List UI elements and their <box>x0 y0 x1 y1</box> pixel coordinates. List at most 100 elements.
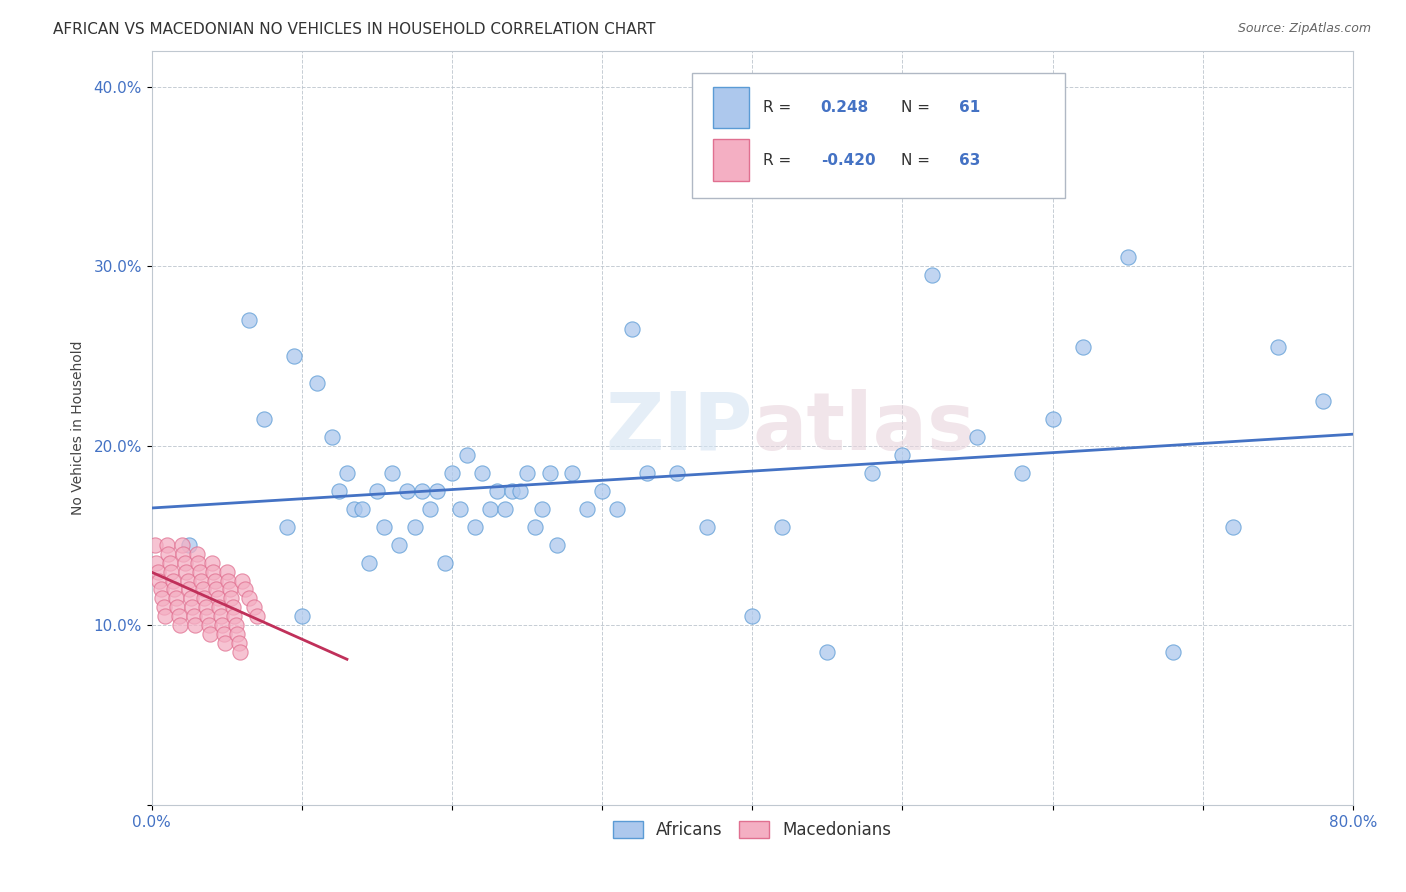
Point <box>170 538 193 552</box>
Point <box>233 582 256 597</box>
Point <box>209 609 232 624</box>
Point <box>159 556 181 570</box>
Point <box>173 556 195 570</box>
Point <box>815 645 838 659</box>
Point <box>591 483 613 498</box>
Point <box>538 466 561 480</box>
Point <box>226 627 249 641</box>
Point <box>696 519 718 533</box>
Point <box>156 538 179 552</box>
Text: -0.420: -0.420 <box>821 153 876 168</box>
Point <box>172 547 194 561</box>
Point <box>966 430 988 444</box>
Point <box>1312 393 1334 408</box>
Point <box>214 636 236 650</box>
Text: R =: R = <box>763 100 796 115</box>
FancyBboxPatch shape <box>713 87 748 128</box>
Point <box>891 448 914 462</box>
Point <box>167 609 190 624</box>
Point <box>1116 250 1139 264</box>
Point <box>666 466 689 480</box>
Point <box>179 538 201 552</box>
Point <box>181 600 204 615</box>
Point <box>231 574 253 588</box>
Point <box>621 322 644 336</box>
Point <box>169 618 191 632</box>
Point <box>211 618 233 632</box>
Point <box>238 313 260 327</box>
Point <box>179 582 201 597</box>
Text: atlas: atlas <box>752 389 976 467</box>
Point <box>350 501 373 516</box>
Point <box>193 591 215 606</box>
Point <box>509 483 531 498</box>
Point <box>576 501 599 516</box>
Text: 61: 61 <box>959 100 980 115</box>
Text: Source: ZipAtlas.com: Source: ZipAtlas.com <box>1237 22 1371 36</box>
Point <box>228 636 250 650</box>
Point <box>243 600 266 615</box>
Point <box>321 430 343 444</box>
Point <box>146 565 169 579</box>
Point <box>224 609 246 624</box>
Point <box>177 574 200 588</box>
Point <box>478 501 501 516</box>
Point <box>208 600 231 615</box>
Point <box>186 547 208 561</box>
Point <box>1011 466 1033 480</box>
Point <box>218 582 240 597</box>
Point <box>198 618 221 632</box>
Point <box>1042 412 1064 426</box>
Point <box>411 483 433 498</box>
Point <box>636 466 658 480</box>
Point <box>253 412 276 426</box>
Point <box>373 519 395 533</box>
Point <box>187 556 209 570</box>
Text: 63: 63 <box>959 153 980 168</box>
Point <box>561 466 583 480</box>
Point <box>283 349 305 363</box>
Point <box>163 582 186 597</box>
Point <box>381 466 404 480</box>
Point <box>606 501 628 516</box>
Point <box>166 600 188 615</box>
Point <box>433 556 456 570</box>
Point <box>150 591 173 606</box>
Point <box>546 538 568 552</box>
Point <box>359 556 381 570</box>
Point <box>328 483 350 498</box>
Point <box>149 582 172 597</box>
Text: ZIP: ZIP <box>605 389 752 467</box>
Point <box>426 483 449 498</box>
Point <box>162 574 184 588</box>
Point <box>202 565 225 579</box>
Text: N =: N = <box>901 100 935 115</box>
Point <box>336 466 359 480</box>
Point <box>404 519 426 533</box>
Point <box>160 565 183 579</box>
Point <box>200 627 222 641</box>
Point <box>194 600 217 615</box>
Point <box>523 519 546 533</box>
Point <box>441 466 464 480</box>
Point <box>229 645 252 659</box>
Point <box>305 376 328 390</box>
Point <box>486 483 509 498</box>
Point <box>207 591 229 606</box>
Point <box>770 519 793 533</box>
Point <box>860 466 883 480</box>
Point <box>276 519 298 533</box>
Point <box>143 538 166 552</box>
Point <box>501 483 523 498</box>
Point <box>449 501 471 516</box>
Point <box>1161 645 1184 659</box>
Point <box>165 591 187 606</box>
FancyBboxPatch shape <box>692 73 1064 198</box>
Point <box>204 574 226 588</box>
Point <box>1071 340 1094 354</box>
Point <box>531 501 554 516</box>
Point <box>471 466 494 480</box>
Text: R =: R = <box>763 153 796 168</box>
Point <box>215 565 238 579</box>
Point <box>225 618 247 632</box>
